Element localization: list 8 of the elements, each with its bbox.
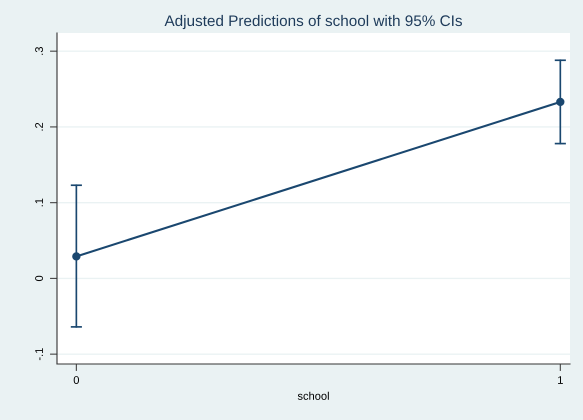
x-tick-label: 1 <box>558 376 563 384</box>
x-axis-title: school <box>298 392 329 400</box>
y-tick-label: .2 <box>35 122 43 131</box>
y-tick-label: .1 <box>35 198 43 206</box>
y-tick-label: 0 <box>35 276 43 282</box>
y-tick-label: .3 <box>35 47 43 55</box>
y-tick-label: -.1 <box>35 348 43 360</box>
chart-title: Adjusted Predictions of school with 95% CIs <box>164 14 462 30</box>
